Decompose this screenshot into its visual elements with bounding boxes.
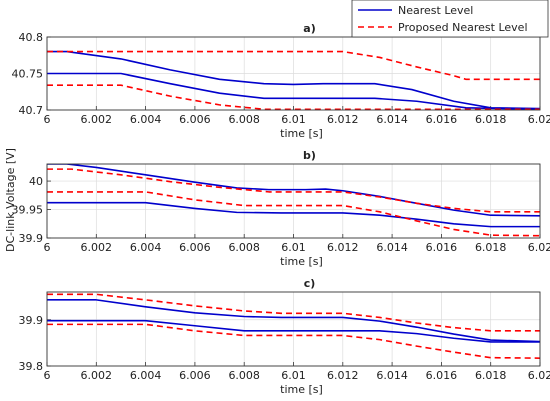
x-axis-label: time [s] [280,255,323,268]
x-tick-label: 6.004 [130,113,162,126]
legend-label-nearest-level: Nearest Level [398,4,473,17]
x-tick-label: 6.018 [475,241,507,254]
series-line-nearest-level [47,164,540,217]
x-tick-label: 6.008 [228,241,260,254]
x-tick-label: 6.006 [179,241,211,254]
series-line-proposed-nearest-level [47,84,540,110]
axes-box [46,163,541,239]
x-tick-label: 6.016 [426,113,458,126]
x-tick-label: 6.004 [130,241,162,254]
series-line-proposed-nearest-level [47,323,540,359]
x-tick-label: 6.02 [528,113,550,126]
x-tick-label: 6.01 [281,241,306,254]
x-tick-label: 6.018 [475,113,507,126]
y-tick-label: 40.7 [19,104,44,117]
x-axis-label: time [s] [280,383,323,396]
x-axis-label: time [s] [280,127,323,140]
x-tick-label: 6.012 [327,241,359,254]
panel-title: b) [303,149,316,162]
x-tick-label: 6.008 [228,113,260,126]
y-tick-label: 39.9 [19,232,44,245]
x-tick-label: 6.008 [228,369,260,382]
y-tick-label: 39.9 [19,314,44,327]
series-line-proposed-nearest-level [47,191,540,237]
axes-box [46,36,541,111]
x-tick-label: 6 [44,113,51,126]
series-line-nearest-level [47,299,540,343]
x-tick-label: 6 [44,369,51,382]
panel-title: c) [304,277,316,290]
axes-box [46,291,541,367]
x-tick-label: 6.01 [281,369,306,382]
y-tick-label: 40 [29,175,43,188]
series-line-nearest-level [47,50,540,110]
series-line-nearest-level [47,72,540,110]
y-tick-label: 39.95 [12,204,44,217]
x-tick-label: 6.016 [426,241,458,254]
x-tick-label: 6.006 [179,113,211,126]
panel-title: a) [303,22,315,35]
y-tick-label: 39.8 [19,360,44,373]
y-tick-label: 40.8 [19,31,44,44]
x-tick-label: 6.014 [376,113,408,126]
x-tick-label: 6.012 [327,113,359,126]
series-line-proposed-nearest-level [47,168,540,213]
x-tick-label: 6.02 [528,241,550,254]
panel-2: 6 6.002 6.004 6.006 6.008 6.01 6.012 6.014 6.016… [12,149,550,268]
series-line-proposed-nearest-level [47,293,540,332]
y-axis-label: DC-link Voltage [V] [4,148,17,252]
legend-box [351,0,549,38]
legend-label-proposed-nearest-level: Proposed Nearest Level [398,21,528,34]
x-tick-label: 6.004 [130,369,162,382]
x-tick-label: 6.006 [179,369,211,382]
x-tick-label: 6.02 [528,369,550,382]
panel-3: 6 6.002 6.004 6.006 6.008 6.01 6.012 6.014 6.016… [19,277,550,396]
x-tick-label: 6.002 [81,113,113,126]
x-tick-label: 6.01 [281,113,306,126]
x-tick-label: 6.012 [327,369,359,382]
x-tick-label: 6 [44,241,51,254]
series-line-nearest-level [47,201,540,228]
series-line-proposed-nearest-level [47,50,540,81]
x-tick-label: 6.002 [81,369,113,382]
series-line-nearest-level [47,319,540,343]
x-tick-label: 6.014 [376,369,408,382]
x-tick-label: 6.016 [426,369,458,382]
panel-1: 6 6.002 6.004 6.006 6.008 6.01 6.012 6.014 6.016… [12,22,550,140]
x-tick-label: 6.014 [376,241,408,254]
legend: Nearest Level Proposed Nearest Level [351,0,549,38]
y-tick-label: 40.75 [12,68,44,81]
x-tick-label: 6.002 [81,241,113,254]
x-tick-label: 6.018 [475,369,507,382]
